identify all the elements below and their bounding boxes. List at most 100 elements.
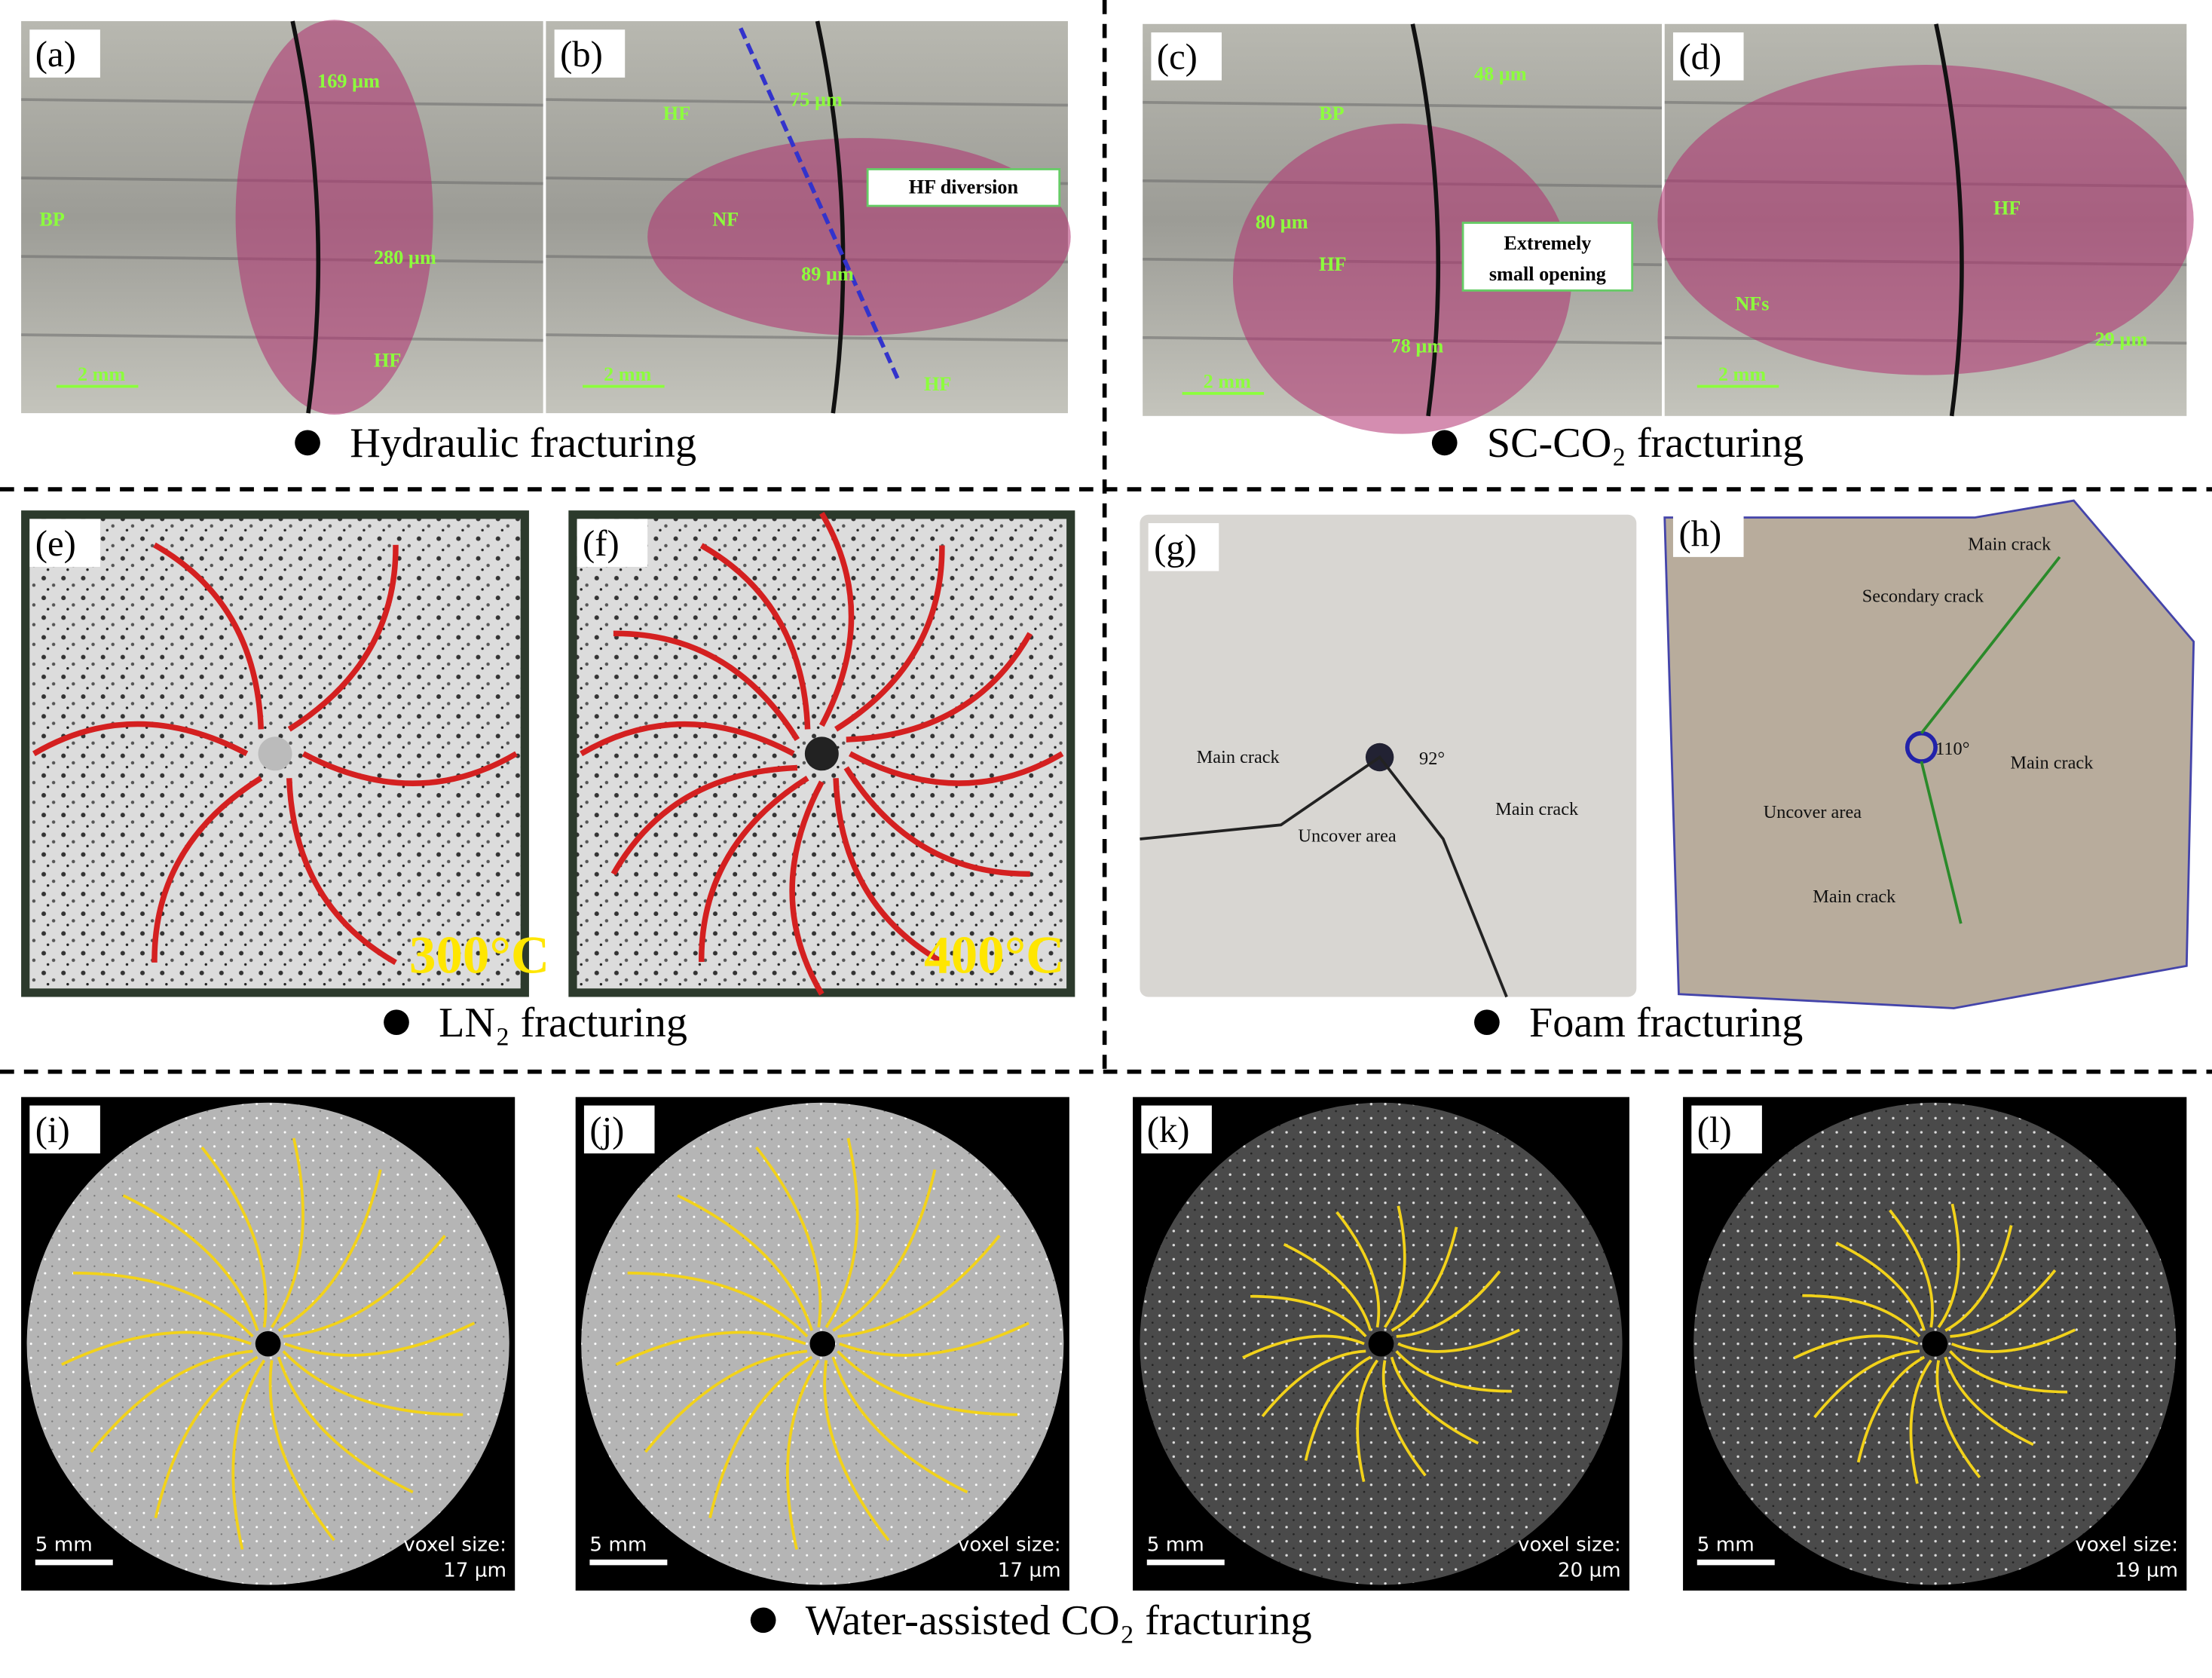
crack — [153, 542, 265, 730]
panel-label: (f) — [583, 523, 620, 564]
annotation: small opening — [1489, 263, 1606, 285]
label-box — [1141, 1105, 1212, 1154]
annotation: Main crack — [1813, 886, 1896, 907]
crack — [268, 1360, 335, 1542]
panel-label: (e) — [35, 523, 76, 564]
crack — [831, 1356, 968, 1494]
annotation: 5 mm — [589, 1534, 647, 1557]
borehole — [1922, 1330, 1948, 1357]
crack — [708, 1355, 813, 1519]
label-box — [1672, 32, 1744, 81]
borehole — [255, 1330, 281, 1357]
bedding — [546, 98, 1068, 107]
annotation: Secondary crack — [1862, 586, 1984, 607]
panel: (h) Main crack Secondary crack 110° Main cra… — [1663, 499, 2195, 1009]
annotation: 78 µm — [1391, 335, 1444, 357]
crack — [825, 1138, 859, 1328]
annotation: Uncover area — [1298, 826, 1397, 847]
crack — [837, 1235, 1001, 1338]
annotation: 29 µm — [2095, 328, 2148, 350]
crack — [849, 751, 1064, 786]
annotation: Main crack — [1968, 534, 2051, 555]
bullet — [1474, 1009, 1500, 1036]
crack — [846, 632, 1033, 743]
crack — [832, 1169, 937, 1332]
annotation: 2 mm — [604, 363, 651, 385]
crack — [287, 544, 399, 732]
crack — [1304, 1355, 1372, 1461]
crack — [1397, 1328, 1520, 1353]
annotation: 300°C — [409, 926, 549, 985]
annotation: HF — [663, 103, 690, 124]
crack — [1140, 755, 1508, 998]
annotation: voxel size: — [2075, 1534, 2178, 1557]
crack — [823, 1360, 890, 1542]
stain — [235, 20, 433, 415]
fracture — [1410, 23, 1441, 417]
annotation: 5 mm — [35, 1534, 93, 1557]
panel: (a) 169 µm 280 µm BP HF 2 mm — [21, 20, 543, 415]
crack — [200, 1146, 268, 1328]
crack — [839, 1321, 1030, 1357]
label-box — [577, 519, 648, 567]
bullet — [750, 1607, 776, 1634]
panel: (c) 48 µm BP 80 µm Extremely small opening HF 7… — [1143, 23, 1663, 434]
annotation: 80 µm — [1256, 211, 1308, 233]
crack — [271, 1138, 304, 1328]
annotation: HF — [374, 349, 401, 371]
crack — [1283, 1243, 1372, 1331]
panel: (l) 5 mm voxel size:19 µm — [1683, 1097, 2187, 1591]
crack — [282, 1350, 464, 1416]
scale-bar — [1182, 392, 1265, 395]
annotation: 20 µm — [1558, 1559, 1621, 1582]
annotation: BP — [1319, 103, 1344, 124]
annotation: 2 mm — [1204, 370, 1251, 392]
scale-bar — [56, 384, 139, 388]
label-box — [1151, 32, 1222, 81]
stain — [1657, 65, 2194, 375]
crack — [1950, 1328, 2076, 1353]
crack — [1335, 1211, 1381, 1328]
crack — [1835, 1242, 1926, 1331]
crack — [231, 1359, 266, 1550]
crack — [1937, 1203, 1960, 1328]
crack — [277, 1169, 382, 1332]
annotation-box — [866, 168, 1061, 207]
crack — [699, 776, 809, 963]
crack — [1856, 1355, 1926, 1463]
panel-label: (g) — [1154, 528, 1197, 568]
crack — [1802, 1294, 1921, 1338]
crack — [1391, 1226, 1458, 1332]
crack — [786, 1359, 820, 1550]
crack — [613, 630, 800, 742]
crack — [32, 721, 249, 757]
crack — [1390, 1356, 1479, 1445]
annotation: 169 µm — [317, 70, 380, 92]
crack — [1909, 1359, 1932, 1484]
bedding — [546, 333, 1068, 342]
scale-bar — [1696, 1559, 1775, 1566]
label-box — [583, 1105, 655, 1154]
crack — [73, 1271, 254, 1338]
specimen — [1663, 499, 2195, 1009]
annotation: 75 µm — [790, 88, 843, 110]
panel-label: (c) — [1157, 37, 1198, 78]
annotation: Main crack — [1495, 799, 1579, 819]
annotation: voxel size: — [403, 1534, 506, 1557]
fracture — [815, 20, 846, 414]
crack — [301, 751, 518, 786]
crack — [834, 545, 945, 732]
annotation: HF — [1319, 253, 1346, 275]
panel: (k) 5 mm voxel size:20 µm — [1133, 1097, 1629, 1591]
annotation: 5 mm — [1697, 1534, 1755, 1557]
crack — [580, 721, 795, 757]
annotation: 92° — [1419, 749, 1445, 769]
panel: (f) 400°C — [568, 510, 1075, 997]
annotation: Main crack — [2010, 752, 2094, 773]
crack — [1944, 1225, 2013, 1332]
crack — [1250, 1294, 1367, 1338]
annotation: 5 mm — [1147, 1534, 1204, 1557]
borehole — [809, 1330, 836, 1357]
crack — [1889, 1209, 1934, 1328]
